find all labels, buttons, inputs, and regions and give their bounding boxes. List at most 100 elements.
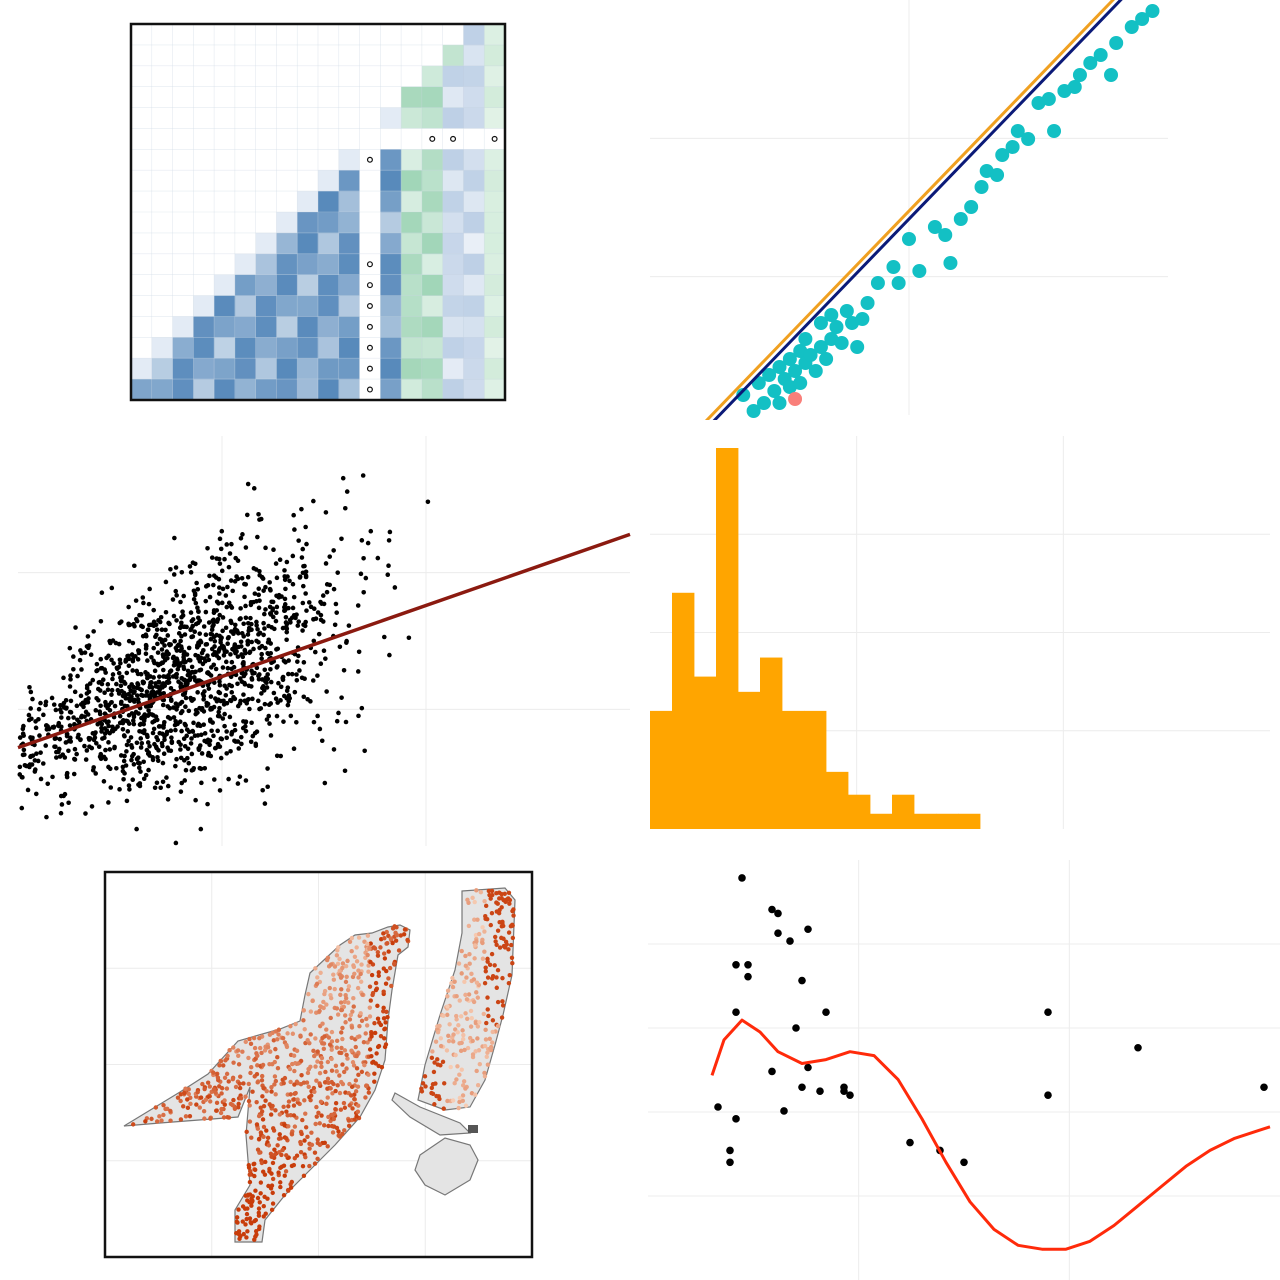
scatter-point xyxy=(772,396,787,410)
scatter-point xyxy=(126,604,131,610)
map-point xyxy=(329,1047,334,1052)
scatter-point xyxy=(296,653,301,659)
scatter-point xyxy=(824,308,839,322)
scatter-point xyxy=(121,733,127,738)
heatmap-cell xyxy=(442,149,464,171)
map-point xyxy=(346,984,352,989)
scatter-point xyxy=(180,692,186,697)
map-point xyxy=(359,1069,365,1075)
histogram-bar xyxy=(892,794,915,829)
scatter-point xyxy=(294,672,299,677)
heatmap-cell xyxy=(193,295,215,317)
map-point xyxy=(401,932,407,937)
map-point xyxy=(291,1053,297,1058)
map-point xyxy=(238,1074,243,1079)
scatter-point xyxy=(265,650,270,656)
map-point xyxy=(222,1098,227,1103)
scatter-point xyxy=(225,665,231,671)
map-point xyxy=(236,1229,242,1234)
map-point xyxy=(255,1126,261,1131)
scatter-point xyxy=(219,568,225,574)
map-point xyxy=(509,955,515,960)
scatter-point xyxy=(106,740,111,745)
map-point xyxy=(345,1056,350,1061)
map-point xyxy=(323,1069,328,1075)
scatter-point xyxy=(196,746,202,751)
scatter-point xyxy=(221,653,227,658)
scatter-point xyxy=(311,719,317,725)
map-point xyxy=(331,1116,337,1122)
scatter-point xyxy=(228,748,233,754)
scatter-point xyxy=(88,652,94,658)
map-point xyxy=(252,1167,258,1172)
map-point xyxy=(483,1037,489,1042)
scatter-point xyxy=(249,677,255,682)
map-point xyxy=(483,903,489,909)
map-point xyxy=(254,1071,260,1077)
heatmap-cell xyxy=(193,379,215,401)
heatmap-cell xyxy=(297,337,319,359)
map-point xyxy=(272,1147,277,1152)
map-point xyxy=(494,890,499,896)
scatter-point xyxy=(264,685,270,690)
map-point xyxy=(455,1030,460,1035)
heatmap-cell xyxy=(463,44,485,67)
map-point xyxy=(276,1027,282,1032)
scatter-point xyxy=(195,690,200,695)
map-point xyxy=(292,1124,298,1129)
map-point xyxy=(317,1071,323,1076)
scatter-point xyxy=(38,700,43,706)
map-point xyxy=(482,929,487,934)
scatter-point xyxy=(107,730,113,736)
map-point xyxy=(348,1012,354,1018)
map-point xyxy=(463,1011,468,1016)
histogram-panel xyxy=(640,428,1280,848)
scatter-point xyxy=(152,668,158,674)
map-point xyxy=(381,951,387,956)
map-point xyxy=(461,1032,466,1038)
map-point xyxy=(369,1053,374,1059)
heatmap-cell xyxy=(338,170,360,192)
heatmap-cell xyxy=(297,191,319,213)
scatter-point xyxy=(155,737,161,743)
map-point xyxy=(256,1206,262,1211)
heatmap-marker xyxy=(366,323,373,330)
map-point xyxy=(281,1192,287,1198)
heatmap-cell xyxy=(297,295,319,317)
heatmap-cell xyxy=(172,337,194,359)
scatter-point xyxy=(146,622,152,628)
map-point xyxy=(393,938,399,943)
map-point xyxy=(487,962,493,968)
map-point xyxy=(334,1069,339,1074)
map-point xyxy=(346,1000,351,1005)
map-point xyxy=(325,1144,330,1149)
scatter-point xyxy=(203,609,209,615)
scatter-point xyxy=(232,722,237,728)
scatter-point xyxy=(306,600,312,605)
map-point xyxy=(249,1135,254,1140)
scatter-point xyxy=(273,618,279,624)
scatter-point xyxy=(162,683,168,689)
scatter-point xyxy=(222,723,227,729)
scatter-point xyxy=(317,726,323,732)
map-point xyxy=(483,969,488,974)
heatmap-cell xyxy=(484,191,506,213)
scatter-point xyxy=(202,765,208,771)
scatter-point xyxy=(287,578,292,584)
map-point xyxy=(438,1036,444,1041)
scatter-point xyxy=(59,710,64,715)
scatter-point xyxy=(208,694,214,699)
map-point xyxy=(357,1023,362,1029)
scatter-point xyxy=(140,679,146,685)
map-point xyxy=(197,1105,203,1110)
scatter-point xyxy=(1005,140,1020,154)
map-point xyxy=(342,1105,348,1110)
scatter-point xyxy=(137,728,142,734)
scatter-point xyxy=(953,212,968,226)
scatter-point xyxy=(64,774,70,780)
scatter-point xyxy=(261,632,266,638)
scatter-point xyxy=(208,753,214,759)
histogram-chart xyxy=(650,436,1270,829)
map-point xyxy=(504,942,509,947)
heatmap-cell xyxy=(380,295,402,317)
